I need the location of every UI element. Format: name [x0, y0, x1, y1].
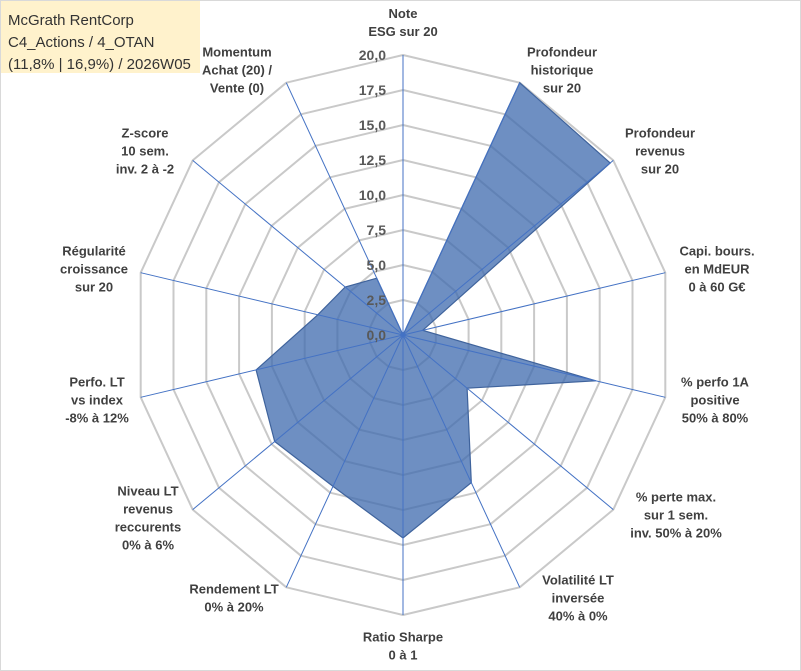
axis-label-line: sur 20	[641, 162, 679, 177]
axis-label: Rendement LT 0% à 20%	[189, 582, 278, 615]
axis-label-line: sur 1 sem.	[644, 508, 708, 523]
axis-label: Ratio Sharpe 0 à 1	[363, 630, 443, 663]
axis-label-line: revenus	[635, 144, 685, 159]
chart-subtitle-line: (11,8% | 16,9%) / 2026W05	[8, 56, 191, 73]
axis-label-line: 0% à 6%	[122, 538, 174, 553]
axis-label: Profondeur revenus sur 20	[625, 126, 695, 177]
axis-label-line: vs index	[71, 393, 124, 408]
r-tick-label: 5,0	[367, 257, 387, 273]
axis-label: Note ESG sur 20	[368, 6, 437, 39]
axis-label-line: en MdEUR	[685, 262, 751, 277]
axis-spoke	[402, 82, 521, 336]
axis-spoke	[402, 334, 614, 510]
axis-label-line: -8% à 12%	[65, 411, 129, 426]
axis-label-line: ESG sur 20	[368, 24, 437, 39]
axis-spoke	[140, 272, 404, 336]
axis-label-line: Rendement LT	[189, 582, 278, 597]
axis-label-line: 50% à 80%	[682, 411, 749, 426]
axis-label-line: positive	[690, 393, 739, 408]
axis-label-line: Profondeur	[625, 126, 695, 141]
axis-label-line: Profondeur	[527, 45, 597, 60]
axis-spoke	[402, 160, 614, 336]
axis-label-line: 0 à 1	[389, 648, 418, 663]
axis-label-line: 0% à 20%	[204, 600, 264, 615]
axis-label-line: Z-score	[122, 126, 169, 141]
chart-title-line: McGrath RentCorp	[8, 12, 134, 29]
axis-label: % perte max. sur 1 sem. inv. 50% à 20%	[630, 490, 722, 541]
axis-label: Volatilité LT inversée 40% à 0%	[542, 573, 614, 624]
axis-label-line: inv. 50% à 20%	[630, 526, 722, 541]
axis-spoke	[285, 82, 404, 336]
chart-subtitle-line: C4_Actions / 4_OTAN	[8, 34, 155, 51]
axis-label-line: Capi. bours.	[679, 244, 754, 259]
axis-spoke	[402, 334, 666, 398]
axis-label-line: 40% à 0%	[548, 609, 608, 624]
r-tick-label: 12,5	[359, 152, 386, 168]
r-tick-label: 7,5	[367, 222, 387, 238]
axis-label-line: croissance	[60, 262, 128, 277]
axis-label-line: Régularité	[62, 244, 126, 259]
axis-spoke	[192, 160, 404, 336]
axis-spoke	[402, 272, 666, 336]
axis-spoke	[402, 334, 521, 588]
axis-label-line: Vente (0)	[210, 81, 264, 96]
r-tick-label: 10,0	[359, 187, 386, 203]
axis-spoke	[140, 334, 404, 398]
axis-label-line: Volatilité LT	[542, 573, 614, 588]
chart-title-box: McGrath RentCorp C4_Actions / 4_OTAN (11…	[1, 1, 200, 73]
axis-label-line: Achat (20) /	[202, 63, 272, 78]
axis-label-line: Ratio Sharpe	[363, 630, 443, 645]
axis-label-line: sur 20	[543, 81, 581, 96]
r-tick-label: 20,0	[359, 47, 386, 63]
axis-label-line: % perte max.	[636, 490, 716, 505]
axis-label-line: Note	[389, 6, 418, 21]
r-tick-label: 0,0	[367, 327, 387, 343]
r-tick-label: 15,0	[359, 117, 386, 133]
axis-label-line: inv. 2 à -2	[116, 162, 174, 177]
axis-label-line: historique	[531, 63, 594, 78]
axis-label-line: Momentum	[202, 45, 271, 60]
axis-label-line: Perfo. LT	[69, 375, 124, 390]
axis-label-line: inversée	[552, 591, 605, 606]
axis-label-line: sur 20	[75, 280, 113, 295]
axis-label-line: 10 sem.	[121, 144, 169, 159]
axis-label: Régularité croissance sur 20	[60, 244, 128, 295]
axis-label: Capi. bours. en MdEUR 0 à 60 G€	[679, 244, 754, 295]
axis-label: Niveau LT revenus reccurents 0% à 6%	[115, 484, 181, 553]
axis-label-line: Niveau LT	[117, 484, 178, 499]
axis-label: Profondeur historique sur 20	[527, 45, 597, 96]
axis-label-line: % perfo 1A	[681, 375, 750, 390]
axis-label: Momentum Achat (20) / Vente (0)	[202, 45, 272, 96]
axis-spoke	[285, 334, 404, 588]
r-tick-label: 17,5	[359, 82, 386, 98]
axis-label-line: revenus	[123, 502, 173, 517]
axis-label: Perfo. LT vs index -8% à 12%	[65, 375, 129, 426]
axis-spoke	[192, 334, 404, 510]
axis-label-line: 0 à 60 G€	[688, 280, 745, 295]
axis-label-line: reccurents	[115, 520, 181, 535]
axis-label: % perfo 1A positive 50% à 80%	[681, 375, 750, 426]
r-tick-label: 2,5	[367, 292, 387, 308]
axis-label: Z-score 10 sem. inv. 2 à -2	[116, 126, 174, 177]
